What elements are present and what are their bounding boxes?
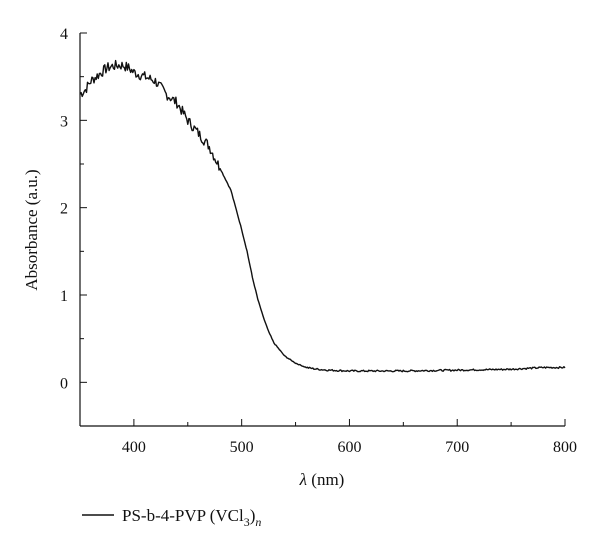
x-axis-title: λ (nm): [299, 470, 345, 489]
y-tick-label-0: 0: [60, 375, 68, 392]
x-tick-label-600: 600: [337, 439, 361, 456]
series-layer: [79, 59, 566, 373]
legend-label-close: ): [250, 506, 256, 525]
y-tick-label-4: 4: [60, 26, 68, 43]
series-line-0: [79, 59, 566, 373]
y-tick-label-1: 1: [60, 288, 68, 305]
x-axis-symbol: λ: [299, 470, 307, 489]
x-tick-label-400: 400: [122, 439, 146, 456]
x-axis-unit: (nm): [307, 470, 344, 489]
legend-label: PS-b-4-PVP (VCl3)n: [122, 506, 261, 529]
y-tick-label-3: 3: [60, 113, 68, 130]
x-tick-label-800: 800: [553, 439, 577, 456]
legend-label-sub: 3: [244, 515, 250, 529]
tick-marks: [79, 32, 566, 427]
legend-label-main: PS-b-4-PVP (VCl: [122, 506, 244, 525]
axes: [79, 33, 565, 427]
legend-label-sub2: n: [255, 515, 261, 529]
legend: PS-b-4-PVP (VCl3)n: [82, 506, 261, 529]
tick-labels: 400 500 600 700 800 0 1 2 3 4: [60, 26, 577, 456]
y-axis-title: Absorbance (a.u.): [22, 169, 41, 290]
x-tick-label-700: 700: [445, 439, 469, 456]
y-tick-label-2: 2: [60, 201, 68, 218]
x-tick-label-500: 500: [230, 439, 254, 456]
